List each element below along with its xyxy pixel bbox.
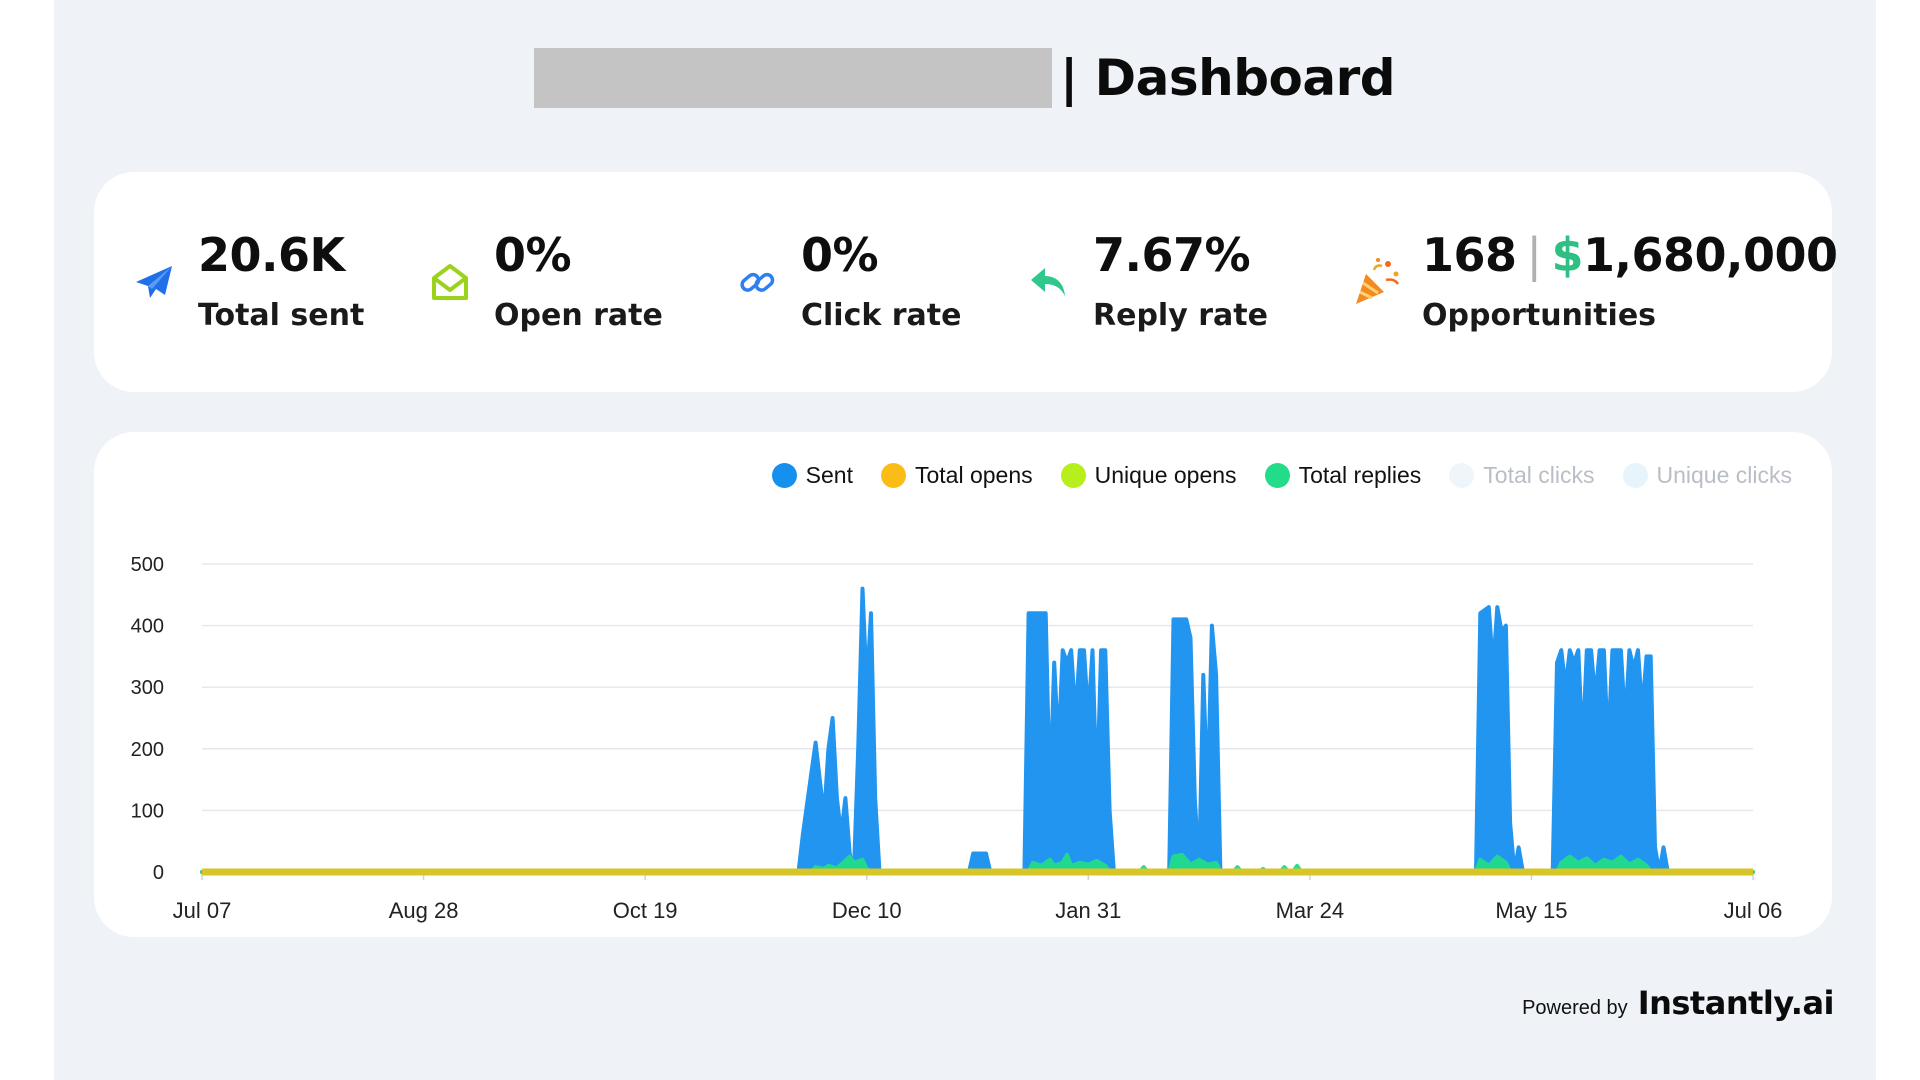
y-tick-label: 400 — [131, 616, 164, 638]
currency-symbol: $ — [1551, 228, 1584, 282]
series-area-sent — [200, 586, 1755, 874]
brand-logo[interactable]: Instantly.ai — [1637, 984, 1835, 1022]
party-popper-icon — [1356, 258, 1400, 304]
x-tick-label: Jul 07 — [173, 898, 232, 923]
total-sent-value: 20.6K — [198, 228, 345, 282]
legend-label: Unique opens — [1094, 462, 1237, 488]
paper-plane-icon — [136, 266, 172, 298]
x-tick-label: Jan 31 — [1055, 898, 1121, 923]
opportunities-label: Opportunities — [1422, 298, 1657, 333]
legend-label: Total replies — [1298, 462, 1422, 488]
link-icon — [740, 272, 775, 292]
legend-item-sent[interactable]: Sent — [771, 462, 853, 489]
y-tick-label: 200 — [131, 739, 164, 761]
activity-chart: 0 100 200 300 400 500 Jul 07 Aug 28 Oct 19 Dec 10… — [131, 554, 1783, 923]
legend-item-unique-clicks[interactable]: Unique clicks — [1622, 462, 1793, 489]
legend-label: Total clicks — [1483, 462, 1595, 488]
y-tick-label: 300 — [131, 677, 164, 699]
legend-label: Sent — [805, 462, 853, 488]
legend-dot — [1449, 463, 1475, 488]
total-sent-label: Total sent — [198, 298, 365, 333]
y-tick-label: 100 — [131, 800, 164, 822]
opportunities-count: 168 — [1422, 228, 1517, 282]
click-rate-label: Click rate — [801, 298, 962, 333]
chart-legend: Sent Total opens Unique opens Total replies… — [771, 462, 1793, 489]
legend-label: Unique clicks — [1656, 462, 1793, 488]
x-tick-label: May 15 — [1495, 898, 1567, 923]
legend-item-unique-opens[interactable]: Unique opens — [1060, 462, 1237, 489]
x-tick-label: Mar 24 — [1276, 898, 1344, 923]
legend-dot — [1622, 463, 1648, 488]
opportunities-amount: 1,680,000 — [1583, 228, 1838, 282]
dashboard-page: | Dashboard 20.6K Total sent 0% Open rat… — [54, 0, 1876, 1080]
legend-dot — [1060, 463, 1086, 488]
opportunities-value: 168 | $1,680,000 — [1422, 228, 1838, 282]
chart-card: 0 100 200 300 400 500 Jul 07 Aug 28 Oct 19 Dec 10… — [94, 432, 1832, 937]
page-title: | Dashboard — [1060, 49, 1396, 107]
reply-rate-value: 7.67% — [1093, 228, 1251, 282]
legend-dot — [1264, 463, 1290, 488]
reply-arrow-icon — [1031, 268, 1065, 296]
legend-item-total-replies[interactable]: Total replies — [1264, 462, 1422, 489]
open-rate-label: Open rate — [494, 298, 663, 333]
stats-card: 20.6K Total sent 0% Open rate 0% Click r… — [94, 172, 1838, 392]
legend-dot — [880, 463, 906, 488]
y-tick-label: 0 — [153, 862, 164, 884]
open-envelope-icon — [432, 264, 468, 300]
page-header: | Dashboard — [534, 48, 1396, 108]
x-tick-label: Dec 10 — [832, 898, 902, 923]
legend-dot — [771, 463, 797, 488]
legend-item-total-clicks[interactable]: Total clicks — [1449, 462, 1595, 489]
open-rate-value: 0% — [494, 228, 572, 282]
x-tick-label: Aug 28 — [389, 898, 459, 923]
y-tick-label: 500 — [131, 554, 164, 576]
legend-item-total-opens[interactable]: Total opens — [880, 462, 1033, 489]
legend-label: Total opens — [914, 462, 1033, 488]
redacted-client-name — [534, 48, 1052, 108]
click-rate-value: 0% — [801, 228, 879, 282]
powered-by-text: Powered by — [1522, 997, 1628, 1019]
footer: Powered by Instantly.ai — [1522, 984, 1834, 1022]
x-tick-label: Oct 19 — [613, 898, 678, 923]
reply-rate-label: Reply rate — [1093, 298, 1268, 333]
value-separator: | — [1526, 228, 1543, 282]
x-tick-label: Jul 06 — [1724, 898, 1783, 923]
